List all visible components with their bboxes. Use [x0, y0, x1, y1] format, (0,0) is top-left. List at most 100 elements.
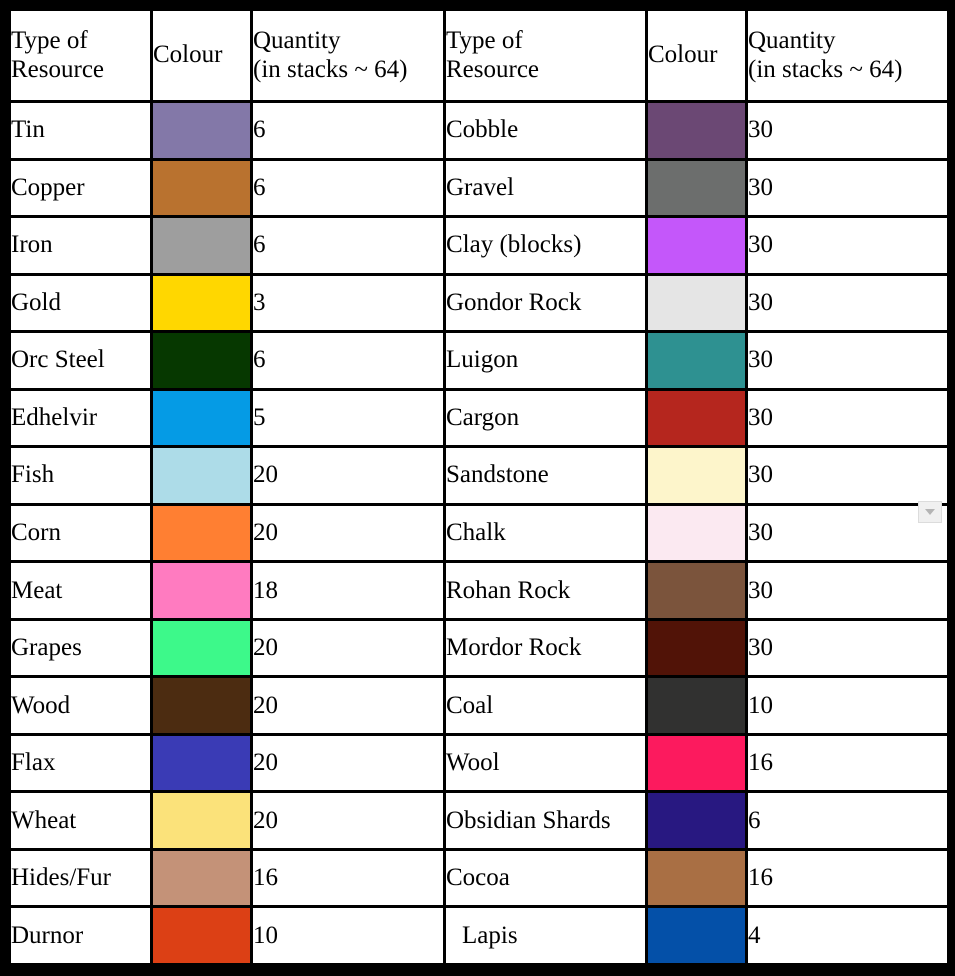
resource-quantity-cell: 30: [745, 330, 950, 391]
table-row: Fish 20 Sandstone 30: [8, 445, 950, 506]
colour-swatch: [648, 448, 745, 503]
resource-colour-cell: [645, 330, 748, 391]
resource-colour-cell: [645, 445, 748, 506]
resource-colour-cell: [645, 272, 748, 334]
resource-table: Type of Resource Colour Quantity (in sta…: [8, 8, 950, 966]
resource-colour-cell: [645, 387, 748, 449]
resource-colour-cell: [645, 847, 748, 909]
colour-swatch: [153, 908, 250, 963]
resource-name-cell: Gold: [8, 272, 153, 334]
table-row: Hides/Fur 16 Cocoa 16: [8, 847, 950, 909]
header-colour-left: Colour: [150, 8, 253, 103]
resource-quantity-cell: 30: [745, 272, 950, 334]
colour-swatch: [648, 793, 745, 848]
resource-colour-cell: [645, 215, 748, 276]
resource-name-cell: Wool: [443, 732, 648, 794]
resource-colour-cell: [150, 560, 253, 621]
resource-quantity-cell: 20: [250, 445, 446, 506]
resource-name-cell: Coal: [443, 675, 648, 736]
resource-name-cell: Copper: [8, 157, 153, 219]
table-header-row: Type of Resource Colour Quantity (in sta…: [8, 8, 950, 103]
header-colour-right: Colour: [645, 8, 748, 103]
resource-colour-cell: [645, 560, 748, 621]
resource-quantity-cell: 6: [250, 330, 446, 391]
colour-swatch: [153, 678, 250, 733]
resource-name-cell: Rohan Rock: [443, 560, 648, 621]
resource-quantity-cell: 30: [745, 157, 950, 219]
table-row: Wheat 20 Obsidian Shards 6: [8, 790, 950, 851]
resource-name-cell: Cocoa: [443, 847, 648, 909]
resource-colour-cell: [150, 272, 253, 334]
resource-quantity-cell: 30: [745, 387, 950, 449]
resource-quantity-cell: 10: [745, 675, 950, 736]
resource-colour-cell: [150, 675, 253, 736]
resource-colour-cell: [150, 617, 253, 679]
resource-name-cell: Cargon: [443, 387, 648, 449]
table-row: Edhelvir 5 Cargon 30: [8, 387, 950, 449]
colour-swatch: [153, 275, 250, 331]
resource-colour-cell: [150, 847, 253, 909]
filter-dropdown-button[interactable]: [918, 501, 942, 523]
resource-colour-cell: [645, 732, 748, 794]
colour-swatch: [648, 563, 745, 618]
colour-swatch: [153, 793, 250, 848]
resource-quantity-cell: 6: [745, 790, 950, 851]
header-type-of-resource-left: Type of Resource: [8, 8, 153, 103]
table-row: Meat 18 Rohan Rock 30: [8, 560, 950, 621]
colour-swatch: [153, 735, 250, 791]
resource-colour-cell: [645, 675, 748, 736]
resource-quantity-cell: 6: [250, 215, 446, 276]
resource-colour-cell: [645, 905, 748, 966]
resource-quantity-cell: 10: [250, 905, 446, 966]
resource-colour-cell: [150, 445, 253, 506]
resource-name-cell: Wheat: [8, 790, 153, 851]
colour-swatch: [648, 390, 745, 446]
resource-name-cell: Edhelvir: [8, 387, 153, 449]
colour-swatch: [648, 620, 745, 676]
resource-colour-cell: [150, 330, 253, 391]
resource-name-cell: Corn: [8, 502, 153, 564]
resource-name-cell: Obsidian Shards: [443, 790, 648, 851]
resource-quantity-cell: 30: [745, 445, 950, 506]
resource-name-cell: Lapis: [443, 905, 648, 966]
table-row: Gold 3 Gondor Rock 30: [8, 272, 950, 334]
table-row: Iron 6 Clay (blocks) 30: [8, 215, 950, 276]
table-row: Grapes 20 Mordor Rock 30: [8, 617, 950, 679]
colour-swatch: [153, 333, 250, 388]
resource-colour-cell: [150, 387, 253, 449]
resource-name-cell: Tin: [8, 100, 153, 161]
resource-quantity-cell: 6: [250, 100, 446, 161]
colour-swatch: [153, 218, 250, 273]
resource-name-cell: Gravel: [443, 157, 648, 219]
resource-quantity-cell: 20: [250, 502, 446, 564]
table-row: Tin 6 Cobble 30: [8, 100, 950, 161]
table-row: Wood 20 Coal 10: [8, 675, 950, 736]
resource-colour-cell: [150, 215, 253, 276]
colour-swatch: [648, 678, 745, 733]
resource-colour-cell: [645, 617, 748, 679]
resource-name-cell: Sandstone: [443, 445, 648, 506]
resource-quantity-cell: 30: [745, 215, 950, 276]
resource-quantity-cell: 30: [745, 617, 950, 679]
resource-quantity-cell: 16: [250, 847, 446, 909]
resource-quantity-cell: 20: [250, 617, 446, 679]
table-row: Corn 20 Chalk 30: [8, 502, 950, 564]
resource-name-cell: Fish: [8, 445, 153, 506]
resource-quantity-cell: 16: [745, 847, 950, 909]
colour-swatch: [648, 505, 745, 561]
colour-swatch: [153, 620, 250, 676]
resource-quantity-cell: 4: [745, 905, 950, 966]
colour-swatch: [153, 505, 250, 561]
resource-quantity-cell: 3: [250, 272, 446, 334]
resource-name-cell: Grapes: [8, 617, 153, 679]
chevron-down-icon: [925, 509, 935, 515]
resource-name-cell: Clay (blocks): [443, 215, 648, 276]
resource-quantity-cell: 20: [250, 732, 446, 794]
resource-name-cell: Cobble: [443, 100, 648, 161]
resource-quantity-cell: 5: [250, 387, 446, 449]
resource-quantity-cell: 18: [250, 560, 446, 621]
resource-colour-cell: [150, 100, 253, 161]
resource-name-cell: Iron: [8, 215, 153, 276]
colour-swatch: [648, 908, 745, 963]
